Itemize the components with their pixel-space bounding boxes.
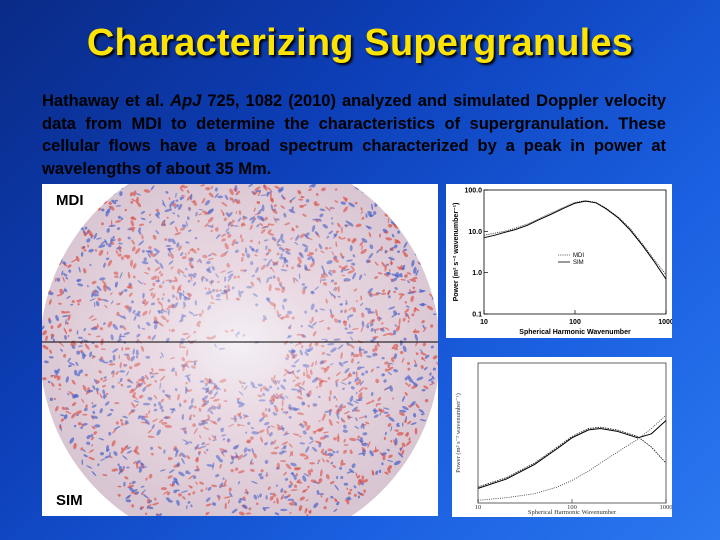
spectrum-plot-bottom: 10 100 1000 Power (m² s⁻² wavenumber⁻¹) Sp… bbox=[452, 357, 672, 517]
plot1-ytick: 0.1 bbox=[472, 312, 482, 319]
plot1-xtick: 10 bbox=[480, 319, 488, 326]
slide-title: Characterizing Supergranules bbox=[86, 22, 634, 64]
plot1-xtick: 100 bbox=[569, 319, 581, 326]
plot1-frame bbox=[483, 189, 667, 315]
sim-label: SIM bbox=[56, 492, 83, 509]
plot1-legend: MDI SIM bbox=[558, 253, 584, 266]
plot1-ytick: 1.0 bbox=[472, 270, 482, 277]
plot1-ytick: 10.0 bbox=[468, 229, 482, 236]
plot1-xlabel: Spherical Harmonic Wavenumber bbox=[519, 329, 631, 336]
plot2-frame bbox=[477, 362, 667, 504]
plot1-xtick: 1000 bbox=[658, 319, 672, 326]
spectrum-plot-top-svg: 10 100 1000 100.0 10.0 1.0 0.1 Power (m² s⁻² w… bbox=[453, 188, 672, 337]
plot2-series-1 bbox=[477, 426, 667, 488]
mdi-label: MDI bbox=[56, 192, 84, 209]
plot1-series-mdi bbox=[483, 200, 667, 275]
plot1-series-sim bbox=[483, 200, 667, 280]
solar-disk-image bbox=[42, 184, 438, 516]
legend-sim: SIM bbox=[573, 260, 584, 266]
body-journal: ApJ bbox=[170, 92, 202, 110]
spectrum-plot-top: 10 100 1000 100.0 10.0 1.0 0.1 Power (m² s⁻² w… bbox=[446, 184, 672, 338]
plot2-series-2 bbox=[477, 420, 667, 489]
plot2-xlabel: Spherical Harmonic Wavenumber bbox=[528, 509, 617, 516]
slide-body-text: Hathaway et al. ApJ 725, 1082 (2010) ana… bbox=[42, 90, 666, 180]
body-prefix: Hathaway et al. bbox=[42, 92, 171, 110]
plot2-ylabel: Power (m² s⁻² wavenumber⁻¹) bbox=[455, 393, 462, 473]
solar-disk-panel: MDI SIM bbox=[42, 184, 438, 516]
spectrum-plot-bottom-svg: 10 100 1000 Power (m² s⁻² wavenumber⁻¹) Sp… bbox=[455, 362, 673, 516]
legend-mdi: MDI bbox=[573, 253, 584, 259]
plot2-xtick: 100 bbox=[567, 504, 577, 511]
plot1-ylabel: Power (m² s⁻² wavenumber⁻¹) bbox=[453, 203, 460, 302]
plot2-xtick: 10 bbox=[475, 504, 482, 511]
body-rest: 725, 1082 (2010) analyzed and simulated … bbox=[42, 92, 666, 178]
plot2-xtick: 1000 bbox=[660, 504, 673, 511]
plot2-series-3 bbox=[477, 414, 667, 501]
plot1-ytick: 100.0 bbox=[464, 188, 482, 195]
